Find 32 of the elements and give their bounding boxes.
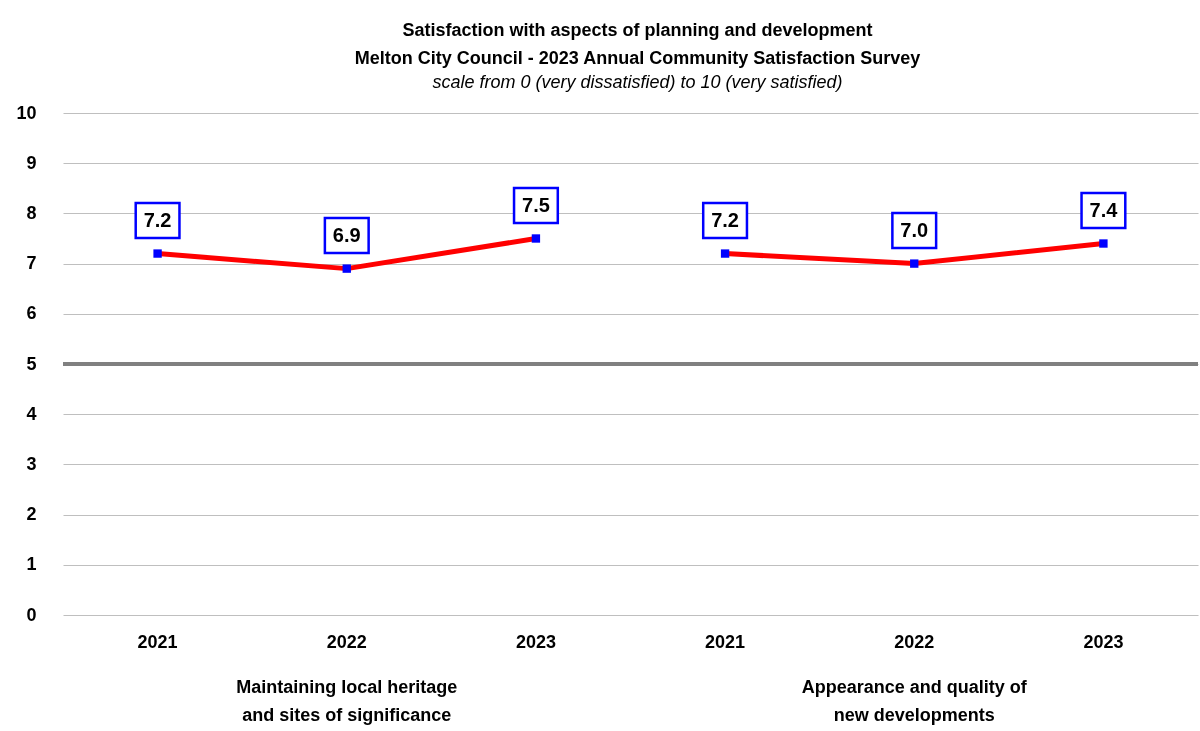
point	[342, 264, 351, 273]
y-tick-label: 7	[26, 253, 37, 274]
y-tick-label: 2	[26, 504, 37, 525]
text: Maintaining local heritage and sites of significance	[236, 677, 458, 725]
x-tick-label: 2023	[515, 632, 556, 652]
data-label: 7.2	[711, 208, 739, 231]
point	[153, 249, 162, 258]
point	[1099, 239, 1108, 248]
y-tick-label: 1	[26, 554, 37, 575]
y-tick-label: 4	[26, 403, 37, 424]
y-tick-label: 3	[26, 453, 37, 474]
data-label: 7.0	[900, 218, 929, 241]
x-tick-label: 2021	[137, 632, 178, 652]
data-label: 7.4	[1089, 198, 1119, 221]
chart-subtitle: scale from 0 (very dissatisfied) to 10 (very satisfied)	[432, 72, 843, 92]
data-label: 7.5	[522, 193, 550, 216]
y-tick-label: 0	[26, 604, 37, 625]
x-tick-label: 2022	[894, 632, 935, 652]
y-tick-label: 8	[26, 202, 37, 223]
text: Appearance and quality of new developments	[801, 677, 1028, 725]
point	[531, 234, 541, 243]
y-tick-label: 5	[26, 353, 37, 374]
point	[720, 249, 730, 258]
x-tick-label: 2021	[705, 632, 746, 652]
x-tick-label: 2022	[326, 632, 367, 652]
data-label: 7.2	[143, 208, 172, 231]
data-label: 6.9	[332, 223, 361, 246]
y-tick-label: 10	[16, 102, 37, 123]
point	[910, 259, 919, 268]
y-tick-label: 6	[26, 303, 37, 324]
y-tick-label: 9	[26, 152, 37, 173]
x-tick-label: 2023	[1083, 632, 1124, 652]
